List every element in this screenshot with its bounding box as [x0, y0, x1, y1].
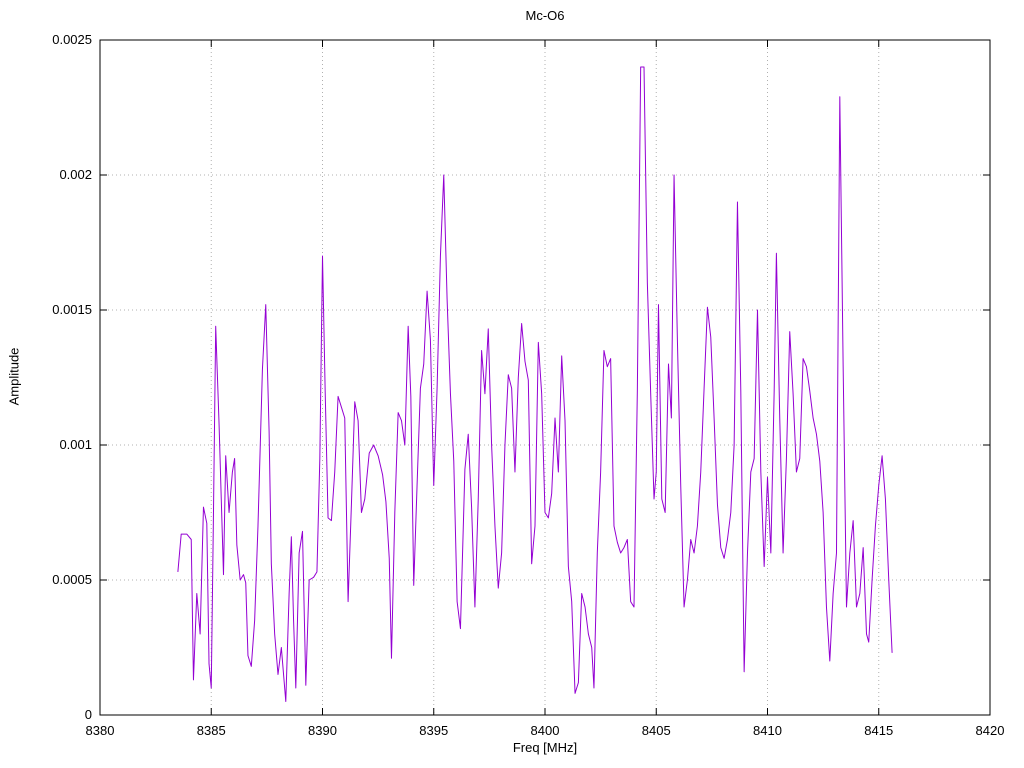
x-tick-label: 8420: [976, 723, 1005, 738]
x-axis-label: Freq [MHz]: [512, 740, 578, 755]
x-tick-label: 8385: [197, 723, 226, 738]
plot-border: [99, 39, 991, 716]
x-tick-label: 8380: [86, 723, 115, 738]
y-tick-label: 0.0015: [52, 302, 92, 317]
x-tick-label: 8415: [864, 723, 893, 738]
chart-title: Mc-O6: [525, 8, 565, 23]
x-tick-label: 8390: [308, 723, 337, 738]
x-tick-label: 8410: [753, 723, 782, 738]
y-tick-label: 0.001: [59, 437, 92, 452]
data-series-line: [177, 66, 893, 702]
x-tick-label: 8400: [531, 723, 560, 738]
y-tick-label: 0.002: [59, 167, 92, 182]
x-tick-label: 8405: [642, 723, 671, 738]
y-tick-label: 0.0005: [52, 572, 92, 587]
y-tick-label: 0.0025: [52, 32, 92, 47]
y-tick-label: 0: [85, 707, 92, 722]
x-tick-label: 8395: [419, 723, 448, 738]
